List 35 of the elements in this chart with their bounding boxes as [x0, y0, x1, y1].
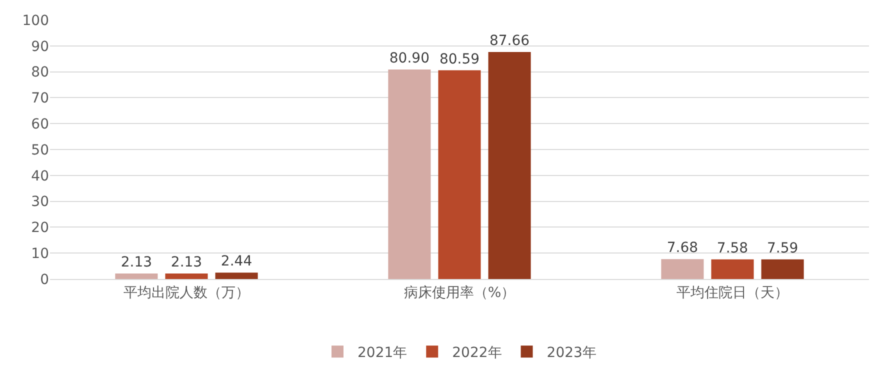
bar	[165, 273, 208, 279]
x-tick-label: 平均出院人数（万）	[124, 284, 250, 301]
x-tick-label: 病床使用率（%）	[404, 284, 516, 301]
legend-label: 2022年	[452, 345, 502, 362]
bar	[388, 69, 431, 279]
x-tick-label: 平均住院日（天）	[676, 284, 788, 301]
y-tick-label: 40	[31, 168, 49, 184]
data-label: 87.66	[489, 32, 530, 49]
data-label: 2.13	[120, 254, 152, 270]
data-label: 80.59	[439, 51, 480, 68]
y-tick-label: 60	[31, 116, 49, 132]
bar	[115, 273, 158, 279]
data-label: 7.59	[766, 240, 798, 256]
bar	[761, 259, 804, 279]
bar	[661, 259, 704, 279]
y-tick-label: 100	[22, 12, 49, 29]
data-label: 80.90	[389, 50, 430, 66]
data-label: 2.13	[170, 254, 202, 270]
legend-label: 2021年	[358, 345, 408, 362]
y-tick-label: 70	[31, 90, 49, 107]
data-label: 2.44	[220, 254, 252, 270]
y-tick-label: 50	[31, 142, 49, 158]
y-tick-label: 80	[31, 64, 49, 81]
y-tick-label: 20	[31, 220, 49, 236]
y-tick-label: 10	[31, 246, 49, 262]
bar	[488, 52, 531, 279]
y-tick-label: 0	[40, 272, 49, 288]
y-tick-label: 90	[31, 38, 49, 55]
y-tick-label: 30	[31, 194, 49, 210]
data-label: 7.68	[666, 240, 698, 256]
bar	[711, 259, 754, 279]
bar	[215, 272, 258, 279]
data-label: 7.58	[716, 240, 748, 256]
bar	[438, 70, 481, 279]
legend-label: 2023年	[546, 345, 596, 362]
